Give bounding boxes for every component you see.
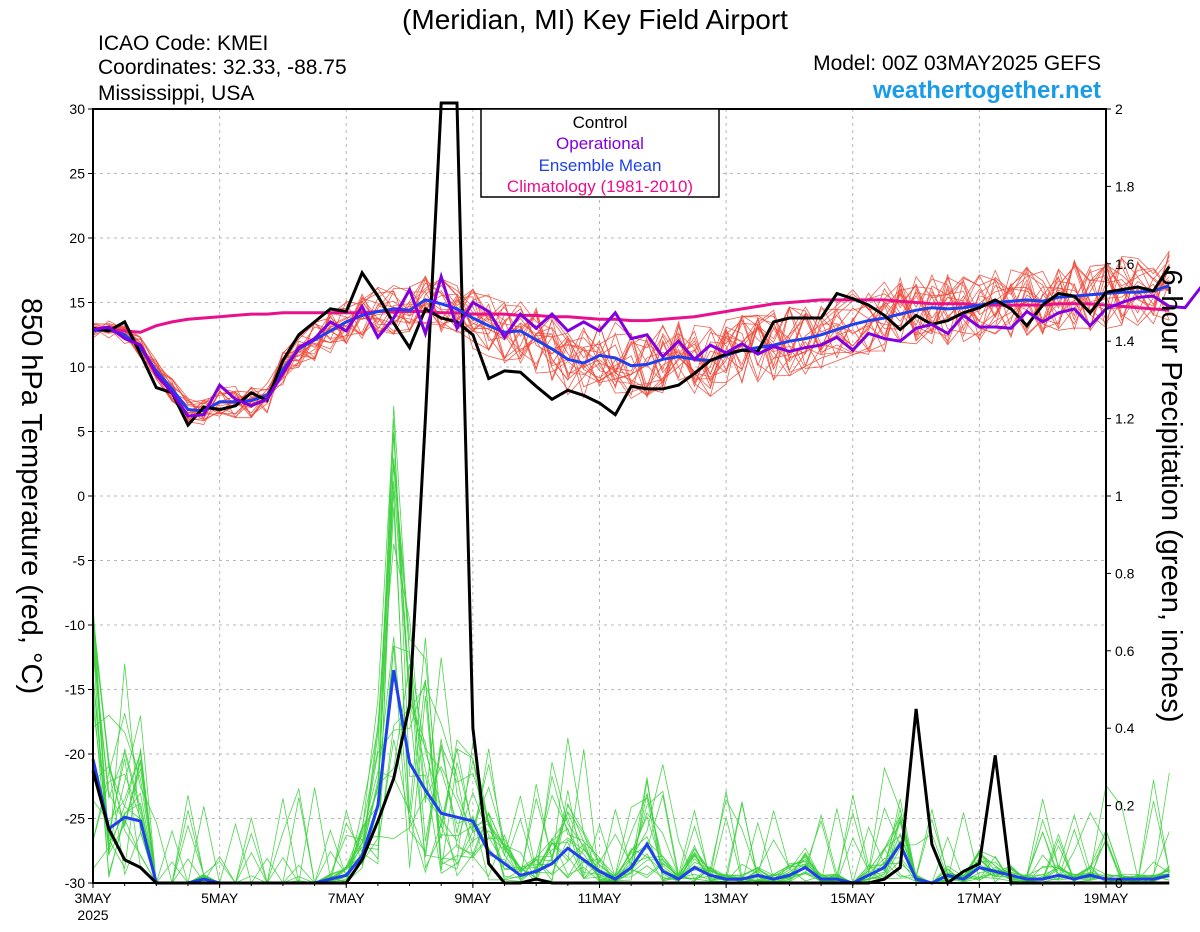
- y-left-tick-label: -5: [73, 553, 86, 569]
- y-right-tick-label: 1.8: [1115, 178, 1135, 194]
- y-right-axis: 2 1.8 1.6 1.4 1.2 1 0.8 0.6 0.4 0.2 0: [1106, 101, 1135, 891]
- x-tick-label: 9MAY: [454, 890, 492, 906]
- x-tick-label: 7MAY: [328, 890, 366, 906]
- icao-code: ICAO Code: KMEI: [98, 32, 268, 55]
- region: Mississippi, USA: [98, 82, 254, 105]
- temperature-member-line: [92, 254, 1170, 421]
- y-left-tick-label: -10: [65, 617, 85, 633]
- grid-lines: [93, 109, 1106, 883]
- coordinates: Coordinates: 32.33, -88.75: [98, 56, 347, 79]
- x-tick-label: 17MAY: [957, 890, 1003, 906]
- x-tick-label: 3MAY: [74, 890, 112, 906]
- y-left-tick-label: 25: [69, 166, 85, 182]
- x-tick-label: 15MAY: [830, 890, 876, 906]
- x-axis: 3MAY2025 5MAY 7MAY 9MAY 11MAY 13MAY 15MAY 17MAY…: [74, 883, 1129, 923]
- y-right-tick-label: 0.6: [1115, 643, 1135, 659]
- legend-ensemble-mean: Ensemble Mean: [539, 156, 662, 175]
- x-tick-label: 5MAY: [201, 890, 239, 906]
- website-link[interactable]: weathertogether.net: [872, 77, 1101, 104]
- x-tick-year-label: 2025: [77, 907, 108, 923]
- precipitation-member-line: [92, 481, 1170, 885]
- y-left-tick-label: 0: [77, 488, 85, 504]
- y-left-tick-label: -30: [65, 875, 85, 891]
- y-right-tick-label: 2: [1115, 101, 1123, 117]
- y-right-tick-label: 0.4: [1115, 720, 1135, 736]
- temperature-control-line: [92, 265, 1171, 428]
- y-left-tick-label: 30: [69, 101, 85, 117]
- climatology-line: [93, 298, 1170, 334]
- legend-control: Control: [573, 113, 628, 132]
- legend-climatology: Climatology (1981-2010): [507, 177, 693, 196]
- chart-title: (Meridian, MI) Key Field Airport: [402, 4, 788, 35]
- y-left-tick-label: -25: [65, 811, 85, 827]
- y-right-label: 6-hour Precipitation (green, inches): [1155, 270, 1187, 723]
- model-run: Model: 00Z 03MAY2025 GEFS: [813, 52, 1101, 75]
- temperature-operational-line: [92, 271, 1200, 418]
- y-left-tick-label: -15: [65, 682, 85, 698]
- y-left-tick-label: 15: [69, 295, 85, 311]
- y-left-tick-label: 20: [69, 230, 85, 246]
- y-right-tick-label: 1.6: [1115, 256, 1135, 272]
- y-right-tick-label: 1.2: [1115, 411, 1135, 427]
- y-left-tick-label: 10: [69, 359, 85, 375]
- y-right-tick-label: 0.2: [1115, 798, 1135, 814]
- y-left-tick-label: 5: [77, 424, 85, 440]
- y-left-axis: 30 25 20 15 10 5 0 -5 -10 -15 -20 -25 -30: [65, 101, 93, 891]
- temperature-member-line: [92, 263, 1170, 419]
- legend-box: Control Operational Ensemble Mean Climat…: [480, 108, 720, 198]
- legend-frame: [480, 108, 720, 198]
- y-right-tick-label: 0: [1115, 875, 1123, 891]
- y-left-label: 850 hPa Temperature (red, °C): [15, 298, 47, 694]
- x-tick-label: 13MAY: [704, 890, 750, 906]
- legend-operational: Operational: [556, 134, 644, 153]
- x-tick-label: 11MAY: [578, 890, 622, 906]
- y-right-tick-label: 1.4: [1115, 333, 1135, 349]
- precipitation-member-line: [92, 433, 1170, 885]
- x-tick-label: 19MAY: [1084, 890, 1130, 906]
- y-left-tick-label: -20: [65, 746, 85, 762]
- y-right-tick-label: 0.8: [1115, 565, 1135, 581]
- y-right-tick-label: 1: [1115, 488, 1123, 504]
